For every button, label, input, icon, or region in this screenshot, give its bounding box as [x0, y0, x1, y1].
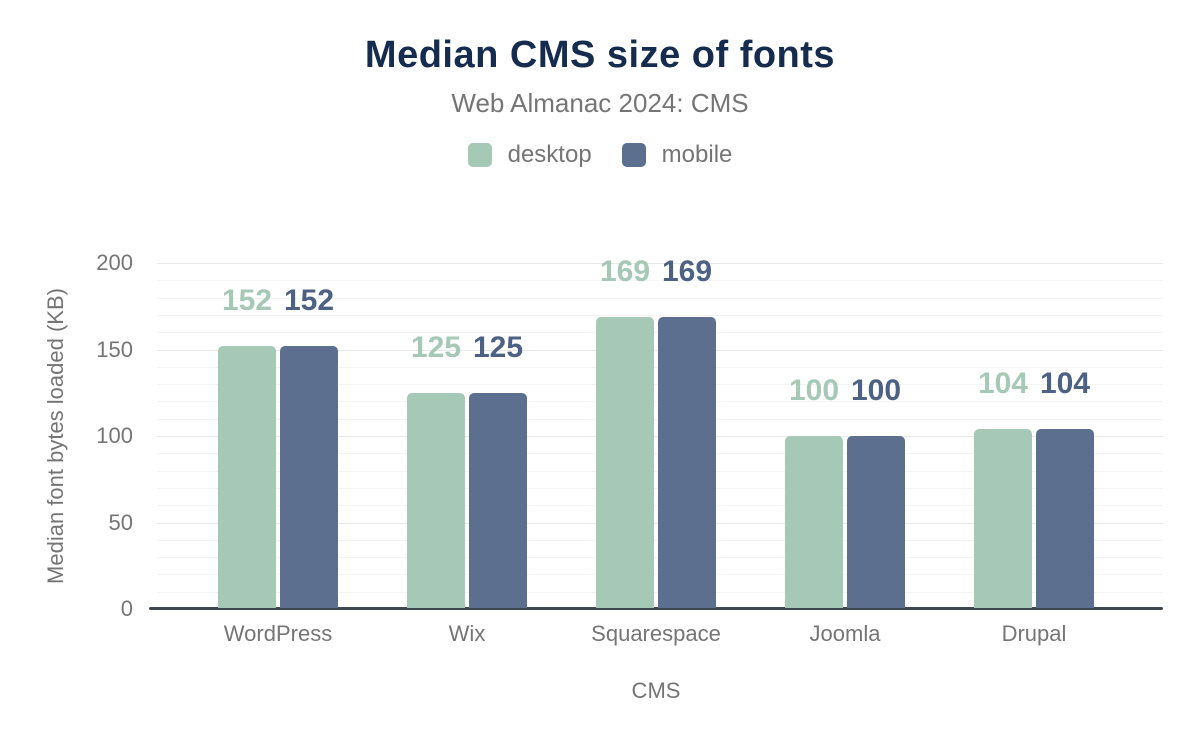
gridline	[157, 315, 1163, 316]
bar-mobile-wix[interactable]	[469, 393, 527, 608]
bar-desktop-wordpress[interactable]	[218, 346, 276, 608]
gridline	[157, 263, 1163, 264]
y-axis-title: Median font bytes loaded (KB)	[43, 288, 68, 584]
y-axis-tick-label: 150	[96, 337, 133, 362]
gridline	[157, 298, 1163, 299]
bar-desktop-joomla[interactable]	[785, 436, 843, 608]
bar-value-label: 169	[599, 254, 651, 288]
bar-value-label: 125	[410, 330, 462, 364]
bar-mobile-squarespace[interactable]	[658, 317, 716, 608]
x-axis-tick-label: Squarespace	[591, 621, 721, 646]
bar-mobile-drupal[interactable]	[1036, 429, 1094, 608]
legend-label: mobile	[661, 141, 733, 168]
bar-desktop-wix[interactable]	[407, 393, 465, 608]
chart-subtitle: Web Almanac 2024: CMS	[451, 88, 749, 118]
bar-mobile-wordpress[interactable]	[280, 346, 338, 608]
legend-item-mobile[interactable]: mobile	[621, 141, 733, 169]
x-axis-tick-label: Joomla	[809, 621, 881, 646]
x-axis-title: CMS	[631, 678, 681, 703]
bar-mobile-joomla[interactable]	[847, 436, 905, 608]
x-axis-tick-label: Drupal	[1001, 621, 1067, 646]
bar-value-label: 152	[283, 284, 335, 318]
legend-swatch-desktop-icon	[467, 143, 492, 167]
bar-value-label: 125	[472, 330, 524, 364]
legend-item-desktop[interactable]: desktop	[467, 141, 592, 169]
bar-value-label: 169	[661, 254, 713, 288]
y-axis-tick-label: 100	[96, 423, 133, 448]
gridline	[157, 280, 1163, 281]
chart-title: Median CMS size of fonts	[364, 34, 836, 76]
bar-value-label: 104	[977, 367, 1029, 401]
x-axis-tick-label: WordPress	[223, 621, 333, 646]
bar-desktop-drupal[interactable]	[974, 429, 1032, 608]
y-axis-tick-label: 0	[120, 596, 133, 621]
bar-value-label: 100	[850, 374, 902, 407]
x-axis-tick-label: Wix	[448, 621, 486, 646]
bar-value-label: 152	[221, 284, 273, 318]
legend-swatch-mobile-icon	[621, 143, 646, 167]
y-axis-tick-label: 50	[108, 510, 133, 535]
bar-value-label: 104	[1039, 367, 1091, 401]
bar-value-label: 100	[788, 374, 840, 407]
y-axis-tick-label: 200	[96, 250, 133, 275]
legend: desktop mobile	[0, 141, 1200, 169]
legend-label: desktop	[507, 141, 592, 168]
bar-desktop-squarespace[interactable]	[596, 317, 654, 608]
x-axis-baseline	[149, 607, 1163, 610]
